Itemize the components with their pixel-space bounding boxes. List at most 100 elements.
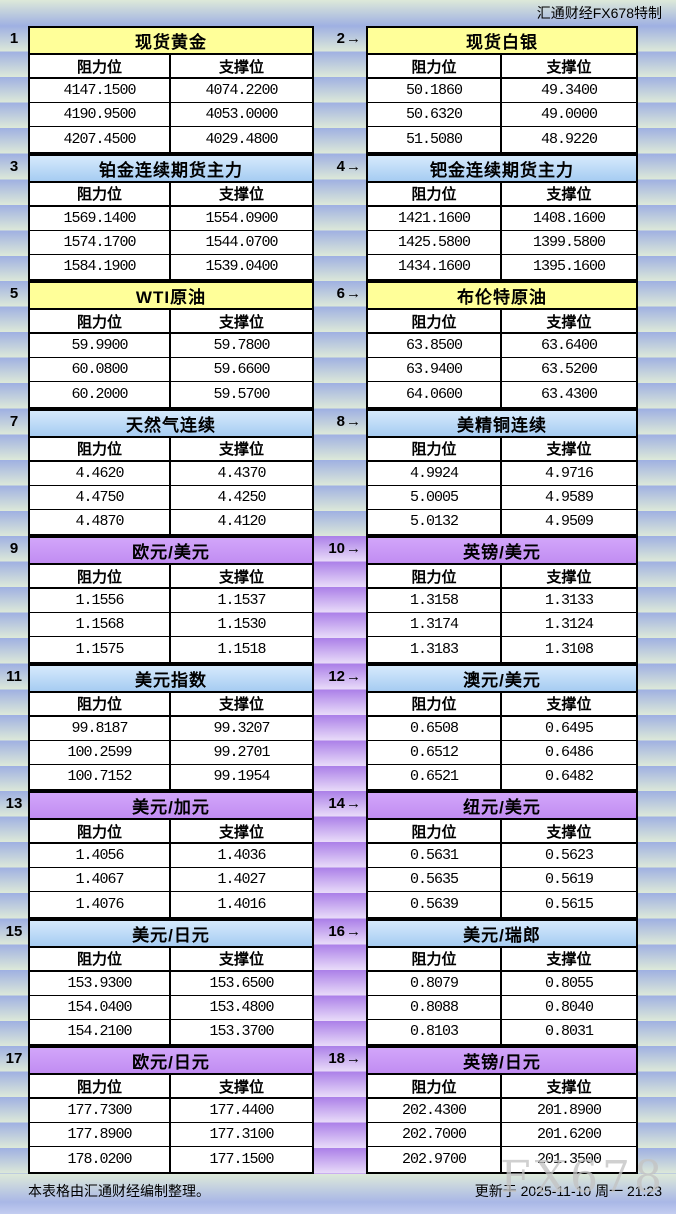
support-value: 153.4800 [209,998,274,1016]
right-margin [638,918,676,1046]
support-value: 1554.0900 [205,209,278,227]
quote-panel: 纽元/美元 阻力位 支撑位 0.5631 0.5623 0.5635 0.5619 0.563… [366,791,638,919]
quote-panel: 澳元/美元 阻力位 支撑位 0.6508 0.6495 0.6512 0.6486 0.652… [366,663,638,791]
brand-text: 汇通财经FX678特制 [536,5,662,21]
support-header: 支撑位 [218,186,264,204]
table-row: 0.8103 0.8031 [368,1019,636,1044]
resistance-value: 1.3158 [368,589,502,613]
right-margin [638,408,676,536]
resistance-value: 153.9300 [30,971,171,995]
panel-title: WTI原油 [30,283,312,310]
resistance-header: 阻力位 [368,55,502,78]
column-headers: 阻力位 支撑位 [30,565,312,590]
resistance-value: 1434.1600 [368,254,502,279]
resistance-value: 0.5631 [368,844,502,868]
arrow-right-icon: → [346,667,361,685]
support-header: 支撑位 [546,696,592,714]
table-row: 1.3158 1.3133 [368,589,636,614]
right-margin [638,281,676,409]
resistance-header: 阻力位 [368,692,502,715]
table-row: 1.1575 1.1518 [30,637,312,662]
table-section: 11 美元指数 阻力位 支撑位 99.8187 99.3207 100.2599 99.270… [0,663,676,791]
resistance-value: 100.2599 [30,740,171,764]
support-value: 177.1500 [209,1150,274,1168]
panel-title: 英镑/美元 [368,538,636,565]
resistance-value: 1574.1700 [30,230,171,254]
table-row: 50.1860 49.3400 [368,79,636,104]
panel-title: 铂金连续期货主力 [30,155,312,183]
left-index-column: 7 [0,408,28,536]
table-row: 154.0400 153.4800 [30,995,312,1020]
center-index-column: 14 → [314,791,366,919]
support-value: 1.1530 [217,616,266,634]
row-number: 12 [328,667,345,685]
resistance-header: 阻力位 [30,692,171,715]
table-section: 7 天然气连续 阻力位 支撑位 4.4620 4.4370 4.4750 4.4250 4.48… [0,408,676,536]
left-index-column: 17 [0,1046,28,1174]
quote-panel: 英镑/日元 阻力位 支撑位 202.4300 201.8900 202.7000 201.6… [366,1046,638,1174]
row-number: 10 [328,540,345,558]
table-row: 1.4056 1.4036 [30,844,312,869]
panel-index-label: 10 → [314,536,366,562]
resistance-value: 1.1556 [30,589,171,613]
panel-title: 澳元/美元 [368,665,636,693]
support-value: 0.6495 [544,719,594,737]
resistance-value: 1.4067 [30,868,171,892]
row-number: 8 [336,412,345,430]
resistance-header: 阻力位 [368,565,502,588]
panel-title: 欧元/美元 [30,538,312,565]
table-row: 1425.5800 1399.5800 [368,230,636,255]
right-margin [638,26,676,154]
support-value: 201.3500 [536,1150,602,1168]
quote-panel: 现货黄金 阻力位 支撑位 4147.1500 4074.2200 4190.9500 405… [28,26,314,154]
table-row: 4147.1500 4074.2200 [30,79,312,104]
support-header: 支撑位 [218,823,264,841]
column-headers: 阻力位 支撑位 [368,55,636,80]
resistance-value: 0.5635 [368,868,502,892]
table-row: 59.9900 59.7800 [30,334,312,359]
column-headers: 阻力位 支撑位 [368,692,636,717]
resistance-value: 1421.1600 [368,206,502,230]
table-row: 0.8088 0.8040 [368,995,636,1020]
support-value: 63.4300 [540,385,598,403]
column-headers: 阻力位 支撑位 [30,182,312,207]
quote-panel: 天然气连续 阻力位 支撑位 4.4620 4.4370 4.4750 4.4250 4.487… [28,408,314,536]
panel-index-label: 4 → [314,154,366,180]
column-headers: 阻力位 支撑位 [30,310,312,335]
panel-title: 美元/瑞郎 [368,920,636,948]
support-value: 1.3108 [544,640,594,658]
resistance-value: 63.9400 [368,358,502,382]
resistance-value: 177.7300 [30,1099,171,1123]
table-section: 5 WTI原油 阻力位 支撑位 59.9900 59.7800 60.0800 59.6600… [0,281,676,409]
resistance-value: 0.6521 [368,764,502,789]
column-headers: 阻力位 支撑位 [368,820,636,845]
column-headers: 阻力位 支撑位 [30,55,312,80]
quote-panel: 欧元/日元 阻力位 支撑位 177.7300 177.4400 177.8900 177.3… [28,1046,314,1174]
resistance-value: 4.9924 [368,461,502,485]
row-number: 14 [328,795,345,813]
quote-panel: WTI原油 阻力位 支撑位 59.9900 59.7800 60.0800 59.6600 6… [28,281,314,409]
support-header: 支撑位 [546,568,592,586]
table-row: 202.7000 201.6200 [368,1123,636,1148]
resistance-value: 0.8079 [368,971,502,995]
support-value: 177.4400 [209,1102,274,1120]
row-number: 5 [9,285,19,303]
table-row: 1.1568 1.1530 [30,613,312,638]
panel-title: 布伦特原油 [368,283,636,310]
resistance-header: 阻力位 [30,947,171,970]
panel-title: 美元/日元 [30,920,312,948]
support-value: 1.1537 [217,592,266,610]
table-section: 1 现货黄金 阻力位 支撑位 4147.1500 4074.2200 4190.9500 40… [0,26,676,154]
resistance-value: 4190.9500 [30,103,171,127]
center-index-column: 2 → [314,26,366,154]
column-headers: 阻力位 支撑位 [368,182,636,207]
right-margin [638,663,676,791]
panel-title: 钯金连续期货主力 [368,155,636,183]
resistance-value: 0.8088 [368,995,502,1019]
row-number: 7 [9,412,19,430]
table-row: 4207.4500 4029.4800 [30,127,312,152]
support-value: 4.9589 [544,488,594,506]
support-value: 59.6600 [213,361,270,379]
column-headers: 阻力位 支撑位 [368,947,636,972]
table-row: 4.4620 4.4370 [30,461,312,486]
